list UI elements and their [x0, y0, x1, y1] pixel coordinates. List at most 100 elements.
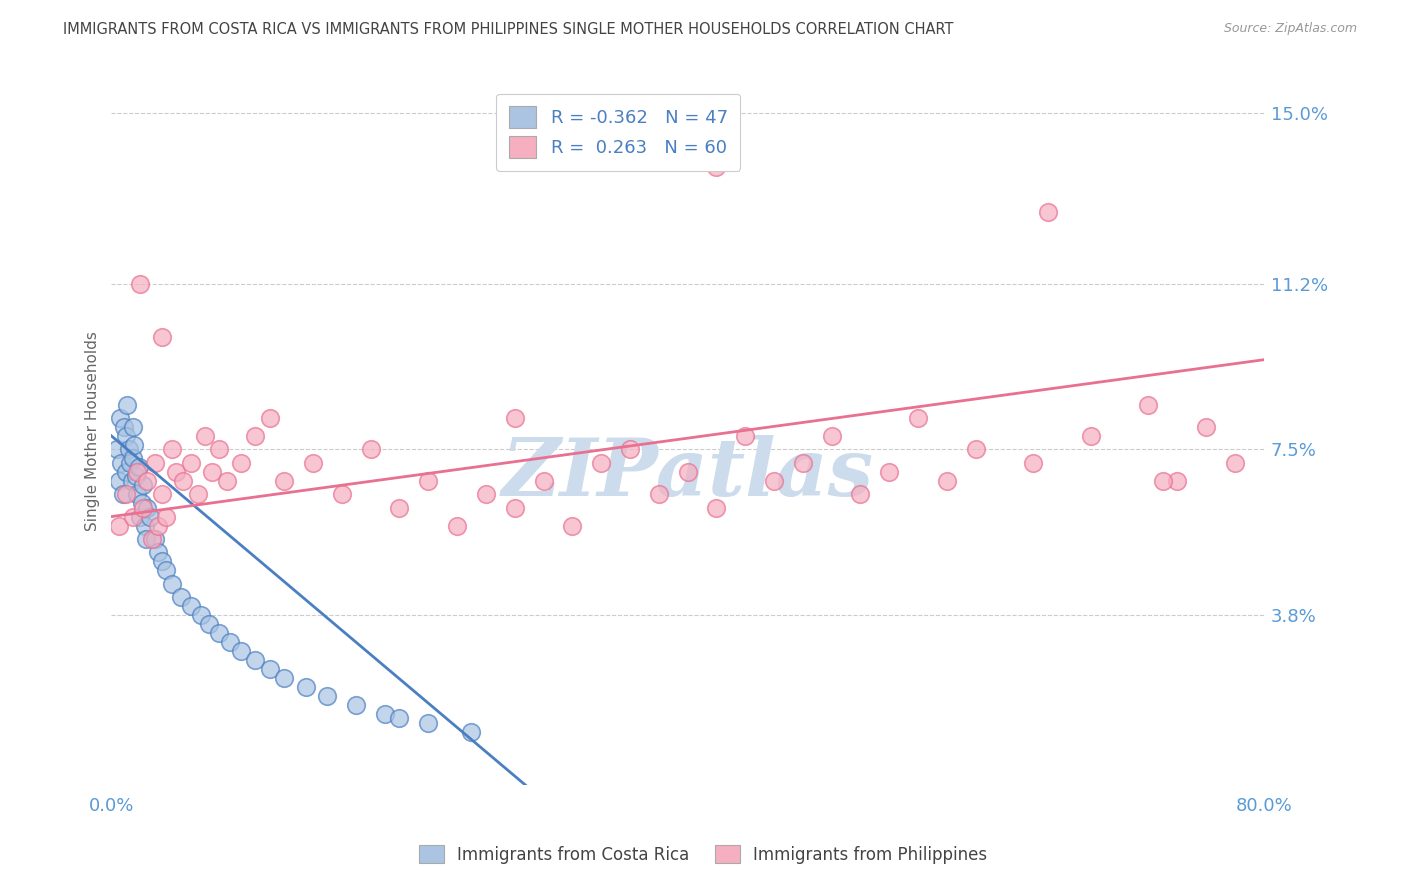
Point	[160, 442, 183, 457]
Point	[180, 599, 202, 614]
Point	[503, 500, 526, 515]
Point	[127, 487, 149, 501]
Point	[503, 411, 526, 425]
Point	[169, 591, 191, 605]
Point	[112, 420, 135, 434]
Point	[114, 487, 136, 501]
Point	[792, 456, 814, 470]
Point	[907, 411, 929, 425]
Point	[1166, 474, 1188, 488]
Point	[935, 474, 957, 488]
Point	[146, 518, 169, 533]
Point	[208, 442, 231, 457]
Legend: R = -0.362   N = 47, R =  0.263   N = 60: R = -0.362 N = 47, R = 0.263 N = 60	[496, 94, 741, 171]
Point	[344, 698, 367, 712]
Point	[245, 653, 267, 667]
Point	[533, 474, 555, 488]
Point	[118, 442, 141, 457]
Point	[117, 398, 139, 412]
Point	[121, 474, 143, 488]
Point	[136, 474, 159, 488]
Point	[143, 532, 166, 546]
Point	[259, 411, 281, 425]
Point	[135, 532, 157, 546]
Point	[111, 487, 134, 501]
Point	[215, 474, 238, 488]
Point	[1022, 456, 1045, 470]
Point	[122, 451, 145, 466]
Point	[129, 277, 152, 291]
Point	[146, 545, 169, 559]
Point	[132, 500, 155, 515]
Point	[1036, 205, 1059, 219]
Point	[295, 680, 318, 694]
Point	[446, 518, 468, 533]
Point	[198, 617, 221, 632]
Point	[820, 429, 842, 443]
Point	[1080, 429, 1102, 443]
Point	[155, 509, 177, 524]
Point	[201, 465, 224, 479]
Point	[208, 626, 231, 640]
Point	[150, 487, 173, 501]
Point	[460, 724, 482, 739]
Point	[194, 429, 217, 443]
Point	[108, 411, 131, 425]
Point	[374, 706, 396, 721]
Point	[165, 465, 187, 479]
Legend: Immigrants from Costa Rica, Immigrants from Philippines: Immigrants from Costa Rica, Immigrants f…	[412, 838, 994, 871]
Point	[418, 474, 440, 488]
Point	[330, 487, 353, 501]
Point	[229, 456, 252, 470]
Point	[218, 635, 240, 649]
Point	[762, 474, 785, 488]
Text: Source: ZipAtlas.com: Source: ZipAtlas.com	[1223, 22, 1357, 36]
Point	[127, 465, 149, 479]
Point	[418, 715, 440, 730]
Point	[160, 576, 183, 591]
Point	[124, 438, 146, 452]
Point	[704, 500, 727, 515]
Point	[120, 456, 142, 470]
Point	[1137, 398, 1160, 412]
Point	[302, 456, 325, 470]
Point	[141, 532, 163, 546]
Point	[132, 478, 155, 492]
Point	[139, 509, 162, 524]
Point	[134, 518, 156, 533]
Point	[849, 487, 872, 501]
Point	[172, 474, 194, 488]
Point	[105, 442, 128, 457]
Point	[122, 509, 145, 524]
Point	[734, 429, 756, 443]
Point	[128, 460, 150, 475]
Point	[129, 509, 152, 524]
Point	[619, 442, 641, 457]
Y-axis label: Single Mother Households: Single Mother Households	[86, 332, 100, 532]
Point	[150, 554, 173, 568]
Text: IMMIGRANTS FROM COSTA RICA VS IMMIGRANTS FROM PHILIPPINES SINGLE MOTHER HOUSEHOL: IMMIGRANTS FROM COSTA RICA VS IMMIGRANTS…	[63, 22, 953, 37]
Point	[1223, 456, 1246, 470]
Point	[591, 456, 613, 470]
Point	[190, 608, 212, 623]
Point	[110, 456, 132, 470]
Point	[122, 420, 145, 434]
Point	[360, 442, 382, 457]
Point	[273, 671, 295, 685]
Point	[273, 474, 295, 488]
Point	[1152, 474, 1174, 488]
Point	[136, 500, 159, 515]
Point	[131, 496, 153, 510]
Text: ZIPatlas: ZIPatlas	[502, 435, 873, 513]
Point	[704, 160, 727, 174]
Point	[150, 330, 173, 344]
Point	[676, 465, 699, 479]
Point	[388, 500, 411, 515]
Point	[114, 429, 136, 443]
Point	[143, 456, 166, 470]
Point	[229, 644, 252, 658]
Point	[245, 429, 267, 443]
Point	[1195, 420, 1218, 434]
Point	[259, 662, 281, 676]
Point	[155, 563, 177, 577]
